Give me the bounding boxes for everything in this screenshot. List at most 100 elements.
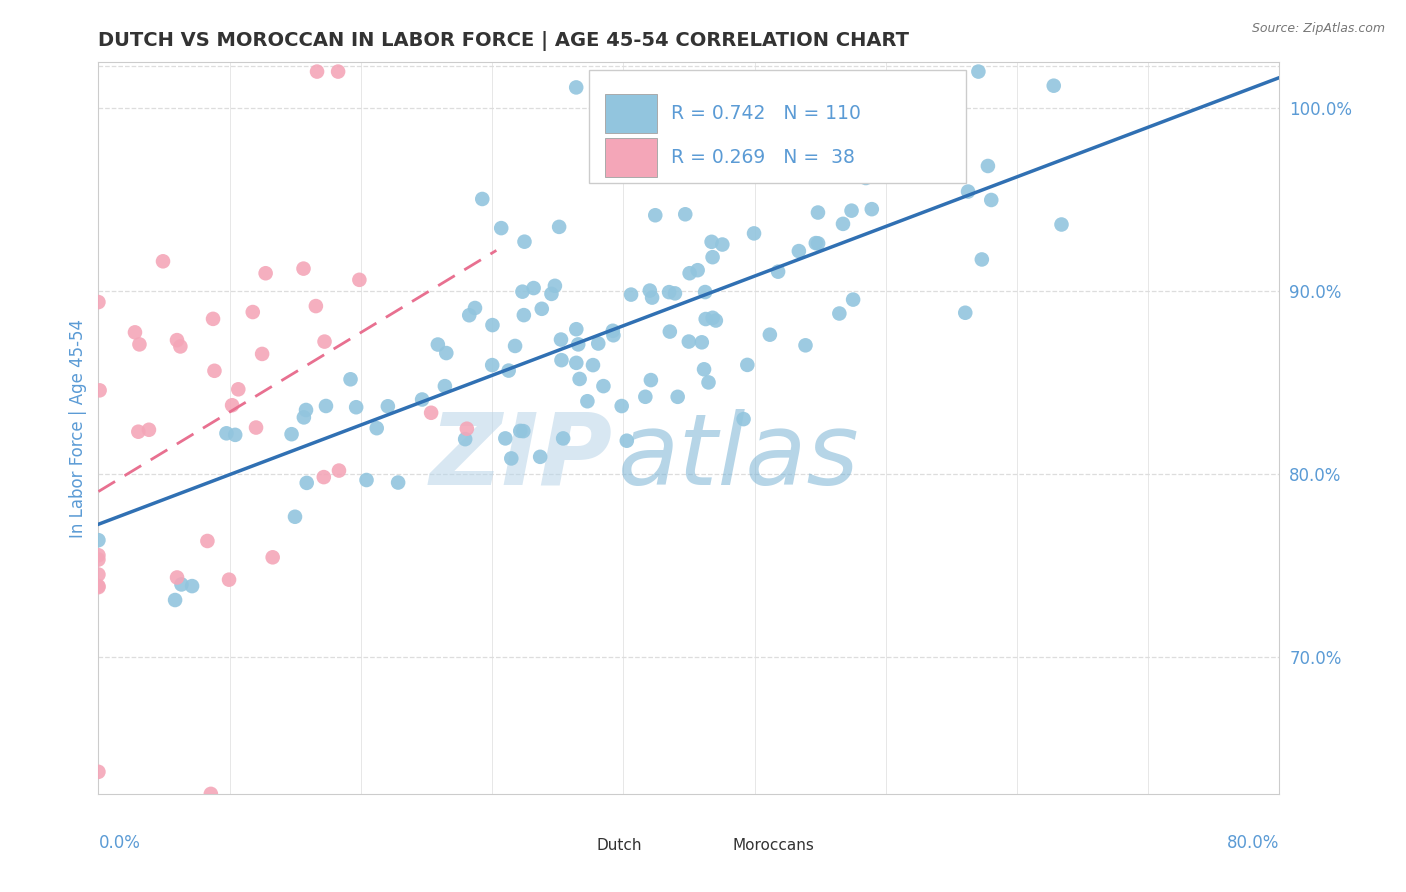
Text: ZIP: ZIP	[429, 409, 612, 506]
Point	[456, 422, 478, 436]
FancyBboxPatch shape	[589, 70, 966, 183]
Point	[565, 80, 588, 95]
Point	[471, 192, 494, 206]
Point	[568, 372, 591, 386]
Point	[292, 261, 315, 276]
Point	[202, 311, 225, 326]
Point	[284, 509, 307, 524]
Point	[89, 384, 111, 398]
FancyBboxPatch shape	[605, 94, 657, 134]
Point	[1042, 78, 1064, 93]
Point	[339, 372, 361, 386]
Point	[592, 379, 614, 393]
Point	[138, 423, 160, 437]
Point	[540, 286, 562, 301]
Point	[242, 305, 264, 319]
Point	[586, 336, 609, 351]
Point	[215, 426, 238, 441]
Text: R = 0.742   N = 110: R = 0.742 N = 110	[671, 104, 860, 123]
Point	[638, 284, 661, 298]
Text: Source: ZipAtlas.com: Source: ZipAtlas.com	[1251, 22, 1385, 36]
Point	[695, 312, 717, 326]
Point	[489, 221, 512, 235]
Point	[344, 401, 367, 415]
Point	[226, 382, 249, 396]
Point	[565, 322, 588, 336]
Point	[616, 434, 638, 448]
Point	[711, 237, 734, 252]
Point	[704, 313, 727, 327]
Point	[200, 787, 222, 801]
Point	[481, 318, 503, 332]
Point	[513, 308, 536, 322]
Point	[737, 358, 759, 372]
Point	[170, 577, 193, 591]
Point	[957, 185, 980, 199]
Point	[807, 236, 830, 251]
Point	[221, 398, 243, 412]
Point	[690, 335, 713, 350]
Point	[980, 193, 1002, 207]
Point	[686, 263, 709, 277]
Point	[87, 580, 110, 594]
Point	[165, 593, 187, 607]
Point	[87, 552, 110, 566]
Point	[658, 285, 681, 300]
Point	[695, 285, 717, 299]
Point	[458, 308, 481, 322]
Point	[434, 346, 457, 360]
Point	[855, 171, 877, 186]
Point	[548, 219, 571, 234]
Point	[550, 333, 572, 347]
Point	[295, 475, 318, 490]
Point	[509, 424, 531, 438]
Point	[464, 301, 486, 315]
Text: atlas: atlas	[619, 409, 859, 506]
Point	[794, 338, 817, 352]
Point	[640, 373, 662, 387]
Text: 80.0%: 80.0%	[1227, 834, 1279, 852]
Point	[254, 266, 277, 280]
Point	[481, 358, 503, 372]
Point	[759, 327, 782, 342]
Point	[529, 450, 551, 464]
Point	[262, 550, 284, 565]
Point	[678, 266, 700, 280]
Point	[582, 358, 605, 372]
Point	[315, 399, 337, 413]
Point	[166, 333, 188, 347]
Text: R = 0.269   N =  38: R = 0.269 N = 38	[671, 148, 855, 167]
Point	[787, 244, 810, 258]
Point	[567, 337, 589, 351]
Text: 0.0%: 0.0%	[98, 834, 141, 852]
Point	[955, 306, 977, 320]
Point	[503, 339, 526, 353]
Point	[742, 227, 765, 241]
Point	[433, 379, 456, 393]
Point	[550, 353, 572, 368]
Point	[245, 420, 267, 434]
Point	[664, 286, 686, 301]
Point	[124, 326, 146, 340]
Point	[218, 573, 240, 587]
Point	[700, 235, 723, 249]
Point	[295, 403, 318, 417]
Point	[127, 425, 149, 439]
Point	[641, 291, 664, 305]
Point	[87, 295, 110, 310]
Point	[305, 64, 328, 78]
Point	[530, 301, 553, 316]
Point	[620, 287, 643, 301]
Point	[501, 451, 523, 466]
Point	[842, 293, 865, 307]
Point	[498, 363, 520, 377]
Point	[610, 399, 633, 413]
Point	[929, 153, 952, 167]
Point	[166, 570, 188, 584]
Point	[673, 207, 696, 221]
Point	[411, 392, 433, 407]
Point	[544, 278, 567, 293]
FancyBboxPatch shape	[605, 137, 657, 178]
Point	[224, 428, 246, 442]
Point	[87, 579, 110, 593]
